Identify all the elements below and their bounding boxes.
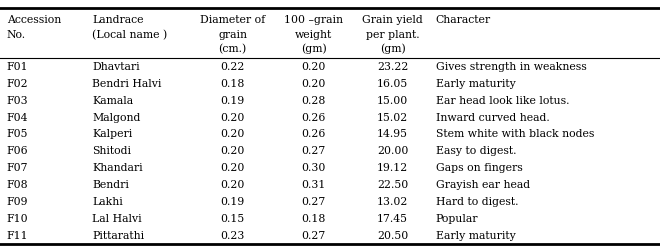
Text: (gm): (gm)	[379, 44, 406, 54]
Text: 0.23: 0.23	[220, 231, 245, 241]
Text: 0.18: 0.18	[220, 79, 245, 89]
Text: F01: F01	[7, 62, 28, 72]
Text: 0.19: 0.19	[220, 96, 245, 106]
Text: Grayish ear head: Grayish ear head	[436, 180, 530, 190]
Text: Popular: Popular	[436, 214, 478, 224]
Text: 0.20: 0.20	[220, 180, 245, 190]
Text: 0.22: 0.22	[220, 62, 245, 72]
Text: F09: F09	[7, 197, 28, 207]
Text: Dhavtari: Dhavtari	[92, 62, 140, 72]
Text: Gaps on fingers: Gaps on fingers	[436, 163, 522, 173]
Text: Pittarathi: Pittarathi	[92, 231, 145, 241]
Text: (cm.): (cm.)	[218, 44, 247, 54]
Text: Lal Halvi: Lal Halvi	[92, 214, 142, 224]
Text: 22.50: 22.50	[377, 180, 409, 190]
Text: Gives strength in weakness: Gives strength in weakness	[436, 62, 586, 72]
Text: F08: F08	[7, 180, 28, 190]
Text: 0.26: 0.26	[302, 130, 325, 139]
Text: No.: No.	[7, 29, 26, 40]
Text: 0.28: 0.28	[302, 96, 325, 106]
Text: Hard to digest.: Hard to digest.	[436, 197, 518, 207]
Text: (gm): (gm)	[300, 44, 327, 54]
Text: 19.12: 19.12	[377, 163, 409, 173]
Text: F02: F02	[7, 79, 28, 89]
Text: 0.31: 0.31	[302, 180, 325, 190]
Text: 0.15: 0.15	[220, 214, 245, 224]
Text: F05: F05	[7, 130, 28, 139]
Text: Bendri: Bendri	[92, 180, 129, 190]
Text: 14.95: 14.95	[378, 130, 408, 139]
Text: grain: grain	[218, 29, 247, 40]
Text: F11: F11	[7, 231, 28, 241]
Text: 20.50: 20.50	[377, 231, 409, 241]
Text: Early maturity: Early maturity	[436, 79, 515, 89]
Text: Shitodi: Shitodi	[92, 146, 131, 156]
Text: per plant.: per plant.	[366, 29, 420, 40]
Text: Grain yield: Grain yield	[362, 15, 423, 25]
Text: 20.00: 20.00	[377, 146, 409, 156]
Text: Easy to digest.: Easy to digest.	[436, 146, 516, 156]
Text: Ear head look like lotus.: Ear head look like lotus.	[436, 96, 569, 106]
Text: 0.27: 0.27	[302, 231, 325, 241]
Text: 0.30: 0.30	[302, 163, 325, 173]
Text: Inward curved head.: Inward curved head.	[436, 113, 549, 122]
Text: Khandari: Khandari	[92, 163, 143, 173]
Text: 16.05: 16.05	[377, 79, 409, 89]
Text: 0.20: 0.20	[220, 130, 245, 139]
Text: F04: F04	[7, 113, 28, 122]
Text: 0.20: 0.20	[302, 79, 325, 89]
Text: Accession: Accession	[7, 15, 61, 25]
Text: Landrace: Landrace	[92, 15, 144, 25]
Text: Early maturity: Early maturity	[436, 231, 515, 241]
Text: 0.27: 0.27	[302, 197, 325, 207]
Text: 0.20: 0.20	[302, 62, 325, 72]
Text: 0.20: 0.20	[220, 113, 245, 122]
Text: Character: Character	[436, 15, 491, 25]
Text: F03: F03	[7, 96, 28, 106]
Text: 23.22: 23.22	[377, 62, 409, 72]
Text: 0.20: 0.20	[220, 146, 245, 156]
Text: Kalperi: Kalperi	[92, 130, 133, 139]
Text: 15.02: 15.02	[377, 113, 409, 122]
Text: 0.27: 0.27	[302, 146, 325, 156]
Text: 0.20: 0.20	[220, 163, 245, 173]
Text: F06: F06	[7, 146, 28, 156]
Text: 0.19: 0.19	[220, 197, 245, 207]
Text: 17.45: 17.45	[378, 214, 408, 224]
Text: Bendri Halvi: Bendri Halvi	[92, 79, 162, 89]
Text: weight: weight	[295, 29, 332, 40]
Text: 13.02: 13.02	[377, 197, 409, 207]
Text: F10: F10	[7, 214, 28, 224]
Text: Diameter of: Diameter of	[200, 15, 265, 25]
Text: 100 –grain: 100 –grain	[284, 15, 343, 25]
Text: (Local name ): (Local name )	[92, 29, 168, 40]
Text: 0.26: 0.26	[302, 113, 325, 122]
Text: Kamala: Kamala	[92, 96, 133, 106]
Text: Stem white with black nodes: Stem white with black nodes	[436, 130, 594, 139]
Text: F07: F07	[7, 163, 28, 173]
Text: Lakhi: Lakhi	[92, 197, 123, 207]
Text: Malgond: Malgond	[92, 113, 141, 122]
Text: 15.00: 15.00	[377, 96, 409, 106]
Text: 0.18: 0.18	[302, 214, 325, 224]
